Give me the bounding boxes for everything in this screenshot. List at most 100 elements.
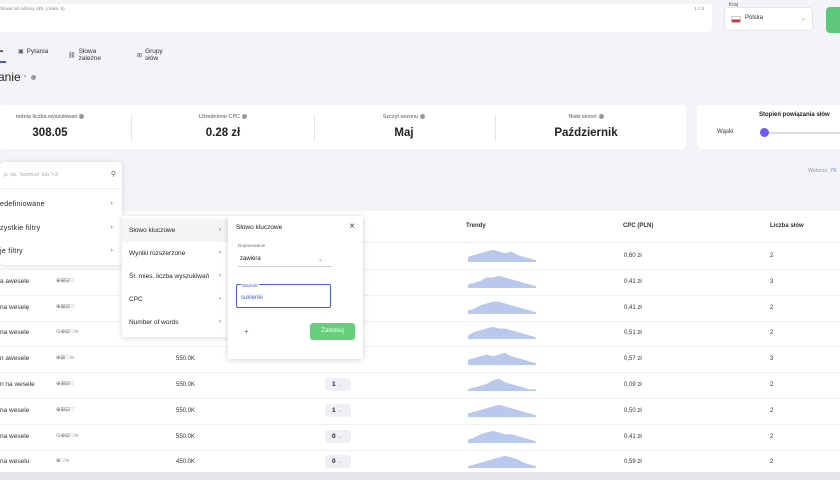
word-count-cell: 2 [770,459,774,466]
menu-item-label: edefiniowane [0,201,45,208]
tab-related[interactable]: ⛓ Słowa zależne [68,48,101,62]
keyword-cell[interactable]: na weselę [0,303,30,311]
table-row[interactable]: a awesele ⊕⊞⊟♡ 0,41 zł 3 [0,270,840,296]
submenu-item-number-of-words[interactable]: Number of words › [122,311,228,334]
bottom-bar [0,472,840,480]
table-row[interactable]: na wesele ⊙⊕⊟♡∞ 0,51 zł 2 [0,321,840,348]
chevron-right-icon: › [219,250,221,256]
menu-item-all-filters[interactable]: zystkie filtry › [0,218,122,240]
serp-feature-icons: ⊕⊞⊟♡ [56,303,75,310]
value-label: Wartość [241,283,260,288]
tab-label: Pytania [26,48,49,55]
submenu-item-avg-searches[interactable]: Śr. mies. liczba wyszukiwań › [122,265,228,288]
search-icon: ⚲ [110,171,116,178]
filter-search-input[interactable]: p. np. 'kosmos' lub '<3 [4,172,59,178]
add-condition-button[interactable]: + [244,327,249,336]
serp-feature-icons: ⊕⊞⊟♡ [56,406,75,413]
keyword-cell[interactable]: na wesele [0,329,30,337]
info-icon[interactable] [79,114,85,120]
chevron-down-icon: ⌄ [337,407,342,414]
country-name: Polska [745,15,764,21]
value-text[interactable]: sukienki [241,295,263,301]
tab-label: Słowa zależne [78,48,102,62]
serp-feature-icons: ⊕⊞♡∞ [56,355,75,362]
chevron-down-icon[interactable]: ⌄ [318,257,324,263]
trend-area [468,301,536,314]
link-icon: ⛓ [68,52,76,59]
country-select[interactable]: Polska ⌄ [724,7,813,31]
info-icon[interactable] [598,114,604,120]
value-input[interactable]: Wartość sukienki [236,283,331,308]
submenu-item-keyword[interactable]: Słowo kluczowe › [122,219,228,242]
table-row[interactable]: na wesele ⊕⊞⊟♡ 550.0K 1 ⌄ 0,50 zł 2 [0,399,840,425]
cpc-cell: 0,41 zł [624,278,642,285]
info-icon[interactable] [242,114,248,120]
tab-groups[interactable]: ⊞ Grupy słów [137,48,163,62]
chevron-right-icon: › [110,248,113,254]
keyword-cell[interactable]: n na wesele [0,381,35,388]
stat-avg-searches: rednia liczba wyszukiwań 308.05 [0,105,130,149]
col-cpc-header[interactable]: CPC (PLN) [623,223,654,229]
search-button[interactable] [826,7,840,33]
operator-label: Dopasowanie [238,243,266,248]
submenu-item-cpc[interactable]: CPC › [122,288,228,311]
table-row[interactable]: na wesele ⊙⊕⊟♡∞ 550.0K 0 ⌄ 0,41 zł 2 [0,425,840,451]
submenu-item-label: Słowo kluczowe [129,227,176,234]
stat-value: 308.05 [32,127,68,139]
poland-flag-icon [731,16,741,23]
difficulty-badge[interactable]: 0 ⌄ [325,429,351,443]
submenu-item-extended-results[interactable]: Wyniki rozszerzone › [122,242,228,265]
filter-submenu: Słowo kluczowe › Wyniki rozszerzone › Śr… [122,216,228,337]
table-header: Trendy CPC (PLN) Liczba słów [0,211,840,243]
chevron-right-icon: › [219,319,221,325]
word-count-cell: 2 [770,330,774,337]
stat-peak-season: Szczyt sezonu Maj [324,105,484,149]
table-row[interactable]: n awesele ⊕⊞♡∞ 550.0K 0,57 zł 3 [0,347,840,374]
divider [495,115,496,141]
word-count-cell: 3 [770,278,774,285]
keyword-cell[interactable]: na wesele [0,432,30,440]
results-count-value: 78 [830,168,837,174]
col-trend-header[interactable]: Trendy [466,223,486,229]
difficulty-badge[interactable]: 0 ⌄ [325,455,351,469]
keyword-cell[interactable]: na weselu [0,458,30,466]
info-icon[interactable] [420,114,426,120]
word-count-cell: 3 [770,356,774,363]
difficulty-badge[interactable]: 1 ⌄ [325,403,351,417]
menu-item-predefined[interactable]: edefiniowane › [0,194,122,216]
submenu-item-label: CPC [129,296,143,303]
keyword-search-box[interactable]: Słowa tub adresy URL (maks. 5) 1 z 5 [0,4,712,32]
keyword-cell[interactable]: n awesele [0,355,30,363]
keyword-cell[interactable]: a awesele [0,277,30,285]
trend-sparkline [468,430,536,443]
filter-search[interactable]: p. np. 'kosmos' lub '<3 ⚲ [0,162,122,189]
serp-feature-icons: ⊕♡∞ [56,458,70,465]
operator-select[interactable]: zawiera [240,256,261,262]
word-count-cell: 2 [770,253,774,259]
flag-small-icon: ▪ [23,74,26,80]
close-icon[interactable]: × [349,221,355,232]
tab-keywords[interactable]: ▬ [0,48,3,54]
tab-questions[interactable]: ▣ Pytania [18,48,48,55]
difficulty-value: 1 [332,406,336,414]
chevron-right-icon: › [110,201,113,207]
apply-button[interactable]: Zastosuj [310,323,355,340]
keyword-cell[interactable]: na wesele [0,406,30,414]
table-row[interactable]: 0,60 zł 2 [0,244,840,270]
info-icon[interactable] [30,74,36,80]
stat-label: rednia liczba wyszukiwań [15,114,78,120]
menu-item-my-filters[interactable]: je filtry › [0,241,122,263]
table-row[interactable]: n na wesele ⊕⊞⊟♡ 550.0K 1 ⌄ 0,09 zł 2 [0,373,840,399]
col-count-header[interactable]: Liczba słów [770,223,804,229]
volume-cell: 550.0K [176,382,196,388]
stats-card: rednia liczba wyszukiwań 308.05 Uśrednio… [0,105,686,149]
slider-handle[interactable] [760,128,769,137]
chevron-down-icon: ⌄ [337,433,342,440]
slider-track[interactable] [764,132,840,134]
table-row[interactable]: na weselę ⊕⊞⊟♡ 0,41 zł 2 [0,296,840,322]
search-hint: Słowa tub adresy URL (maks. 5) [0,6,65,11]
filter-menu: p. np. 'kosmos' lub '<3 ⚲ edefiniowane ›… [0,162,122,265]
active-tab-indicator [0,61,6,63]
slider-title: Stopień powiązania słów [759,112,830,118]
difficulty-badge[interactable]: 1 ⌄ [325,378,351,391]
